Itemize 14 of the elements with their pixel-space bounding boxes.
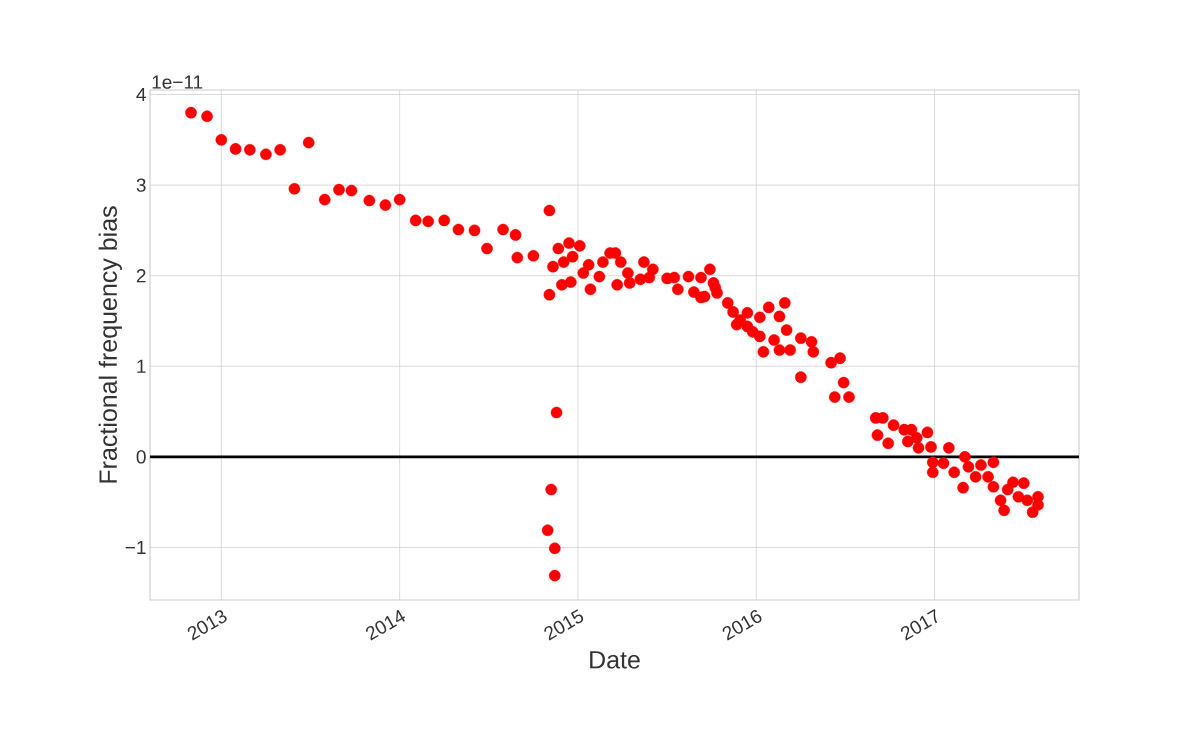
y-tick-label: 2 xyxy=(136,269,146,283)
x-tick-label: 2015 xyxy=(544,609,584,641)
y-tick-label: 0 xyxy=(136,450,146,464)
y-tick-label: 1 xyxy=(137,359,146,373)
x-tick-label: 2013 xyxy=(187,610,227,641)
x-tick-label: 2016 xyxy=(722,610,762,641)
x-tick-label: 2017 xyxy=(900,608,938,641)
y-tick-label: 4 xyxy=(136,88,146,102)
y-tick-label: −1 xyxy=(125,540,146,554)
x-tick-label: 2014 xyxy=(366,609,406,641)
y-tick-label: 3 xyxy=(136,178,146,192)
y-axis-title: Fractional frequency bias xyxy=(98,206,122,483)
text: 1e−11 xyxy=(152,75,203,89)
x-axis-title: Date xyxy=(590,651,640,669)
